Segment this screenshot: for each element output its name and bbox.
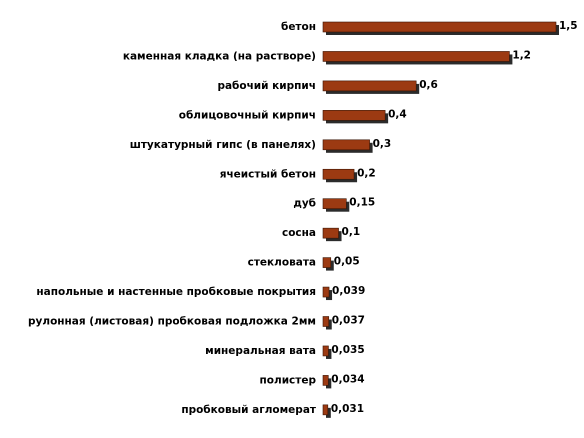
category-label: рулонная (листовая) пробковая подложка 2… bbox=[28, 316, 316, 328]
bar-shadow bbox=[326, 407, 331, 418]
bar bbox=[322, 198, 347, 209]
value-label: 0,2 bbox=[357, 167, 376, 179]
bar bbox=[322, 257, 332, 268]
category-label: облицовочный кирпич bbox=[179, 109, 316, 121]
value-label: 0,15 bbox=[349, 197, 375, 209]
value-label: 1,2 bbox=[512, 49, 531, 61]
category-label: бетон bbox=[281, 21, 316, 33]
bar bbox=[322, 80, 417, 92]
value-label: 0,6 bbox=[419, 79, 438, 91]
value-label: 1,5 bbox=[559, 20, 578, 32]
value-label: 0,039 bbox=[332, 285, 365, 297]
bar bbox=[322, 345, 329, 357]
category-label: напольные и настенные пробковые покрытия bbox=[36, 286, 316, 298]
value-label: 0,1 bbox=[342, 226, 361, 238]
value-label: 0,3 bbox=[373, 138, 392, 150]
value-label: 0,05 bbox=[334, 256, 360, 268]
value-label: 0,034 bbox=[331, 373, 364, 385]
bar bbox=[322, 168, 355, 180]
bar bbox=[322, 51, 510, 62]
category-label: каменная кладка (на растворе) bbox=[123, 50, 316, 62]
value-label: 0,031 bbox=[331, 403, 364, 415]
category-label: полистер bbox=[260, 374, 317, 386]
category-label: сосна bbox=[282, 227, 316, 239]
bar bbox=[322, 227, 339, 239]
bar bbox=[322, 139, 370, 151]
bar bbox=[322, 404, 329, 416]
value-label: 0,037 bbox=[332, 315, 365, 327]
category-label: штукатурный гипс (в панелях) bbox=[130, 139, 316, 151]
value-label: 0,4 bbox=[388, 108, 407, 120]
bar bbox=[322, 316, 330, 327]
category-label: стекловата bbox=[248, 257, 316, 269]
category-label: дуб bbox=[293, 198, 316, 210]
category-label: минеральная вата bbox=[205, 345, 316, 357]
category-label: пробковый агломерат bbox=[181, 404, 317, 416]
bar-shadow bbox=[326, 378, 332, 389]
value-label: 0,035 bbox=[331, 344, 364, 356]
category-label: ячеистый бетон bbox=[220, 168, 316, 180]
bar bbox=[322, 21, 557, 33]
bar bbox=[322, 286, 330, 298]
bar bbox=[322, 375, 329, 386]
category-label: рабочий кирпич bbox=[217, 80, 316, 92]
bar bbox=[322, 110, 386, 121]
